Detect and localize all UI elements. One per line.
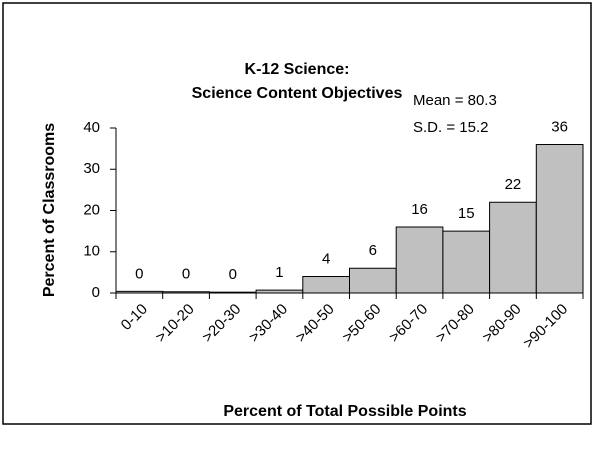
data-label: 16 — [411, 201, 428, 218]
data-label: 15 — [458, 205, 475, 222]
data-label: 0 — [229, 266, 237, 283]
chart-title: K-12 Science: — [245, 61, 350, 78]
annotation: S.D. = 15.2 — [413, 119, 488, 136]
y-tick-label: 20 — [83, 201, 100, 218]
data-label: 6 — [369, 242, 377, 259]
data-label: 0 — [182, 266, 190, 283]
data-label: 4 — [322, 250, 330, 267]
y-tick-label: 10 — [83, 243, 100, 260]
y-tick-label: 0 — [92, 284, 100, 301]
data-label: 22 — [505, 176, 522, 193]
bar — [302, 276, 350, 294]
bar — [489, 201, 537, 294]
bar — [442, 230, 491, 294]
chart-title: Science Content Objectives — [192, 85, 403, 102]
bar — [535, 144, 584, 294]
data-label: 0 — [135, 265, 143, 282]
x-axis-label: Percent of Total Possible Points — [223, 403, 466, 420]
y-tick-label: 40 — [83, 119, 100, 136]
bar — [395, 226, 444, 294]
y-tick-label: 30 — [83, 160, 100, 177]
bar — [349, 267, 397, 294]
y-axis-label: Percent of Classrooms — [41, 123, 58, 297]
annotation: Mean = 80.3 — [413, 92, 497, 109]
data-label: 36 — [551, 118, 568, 135]
data-label: 1 — [275, 264, 283, 281]
